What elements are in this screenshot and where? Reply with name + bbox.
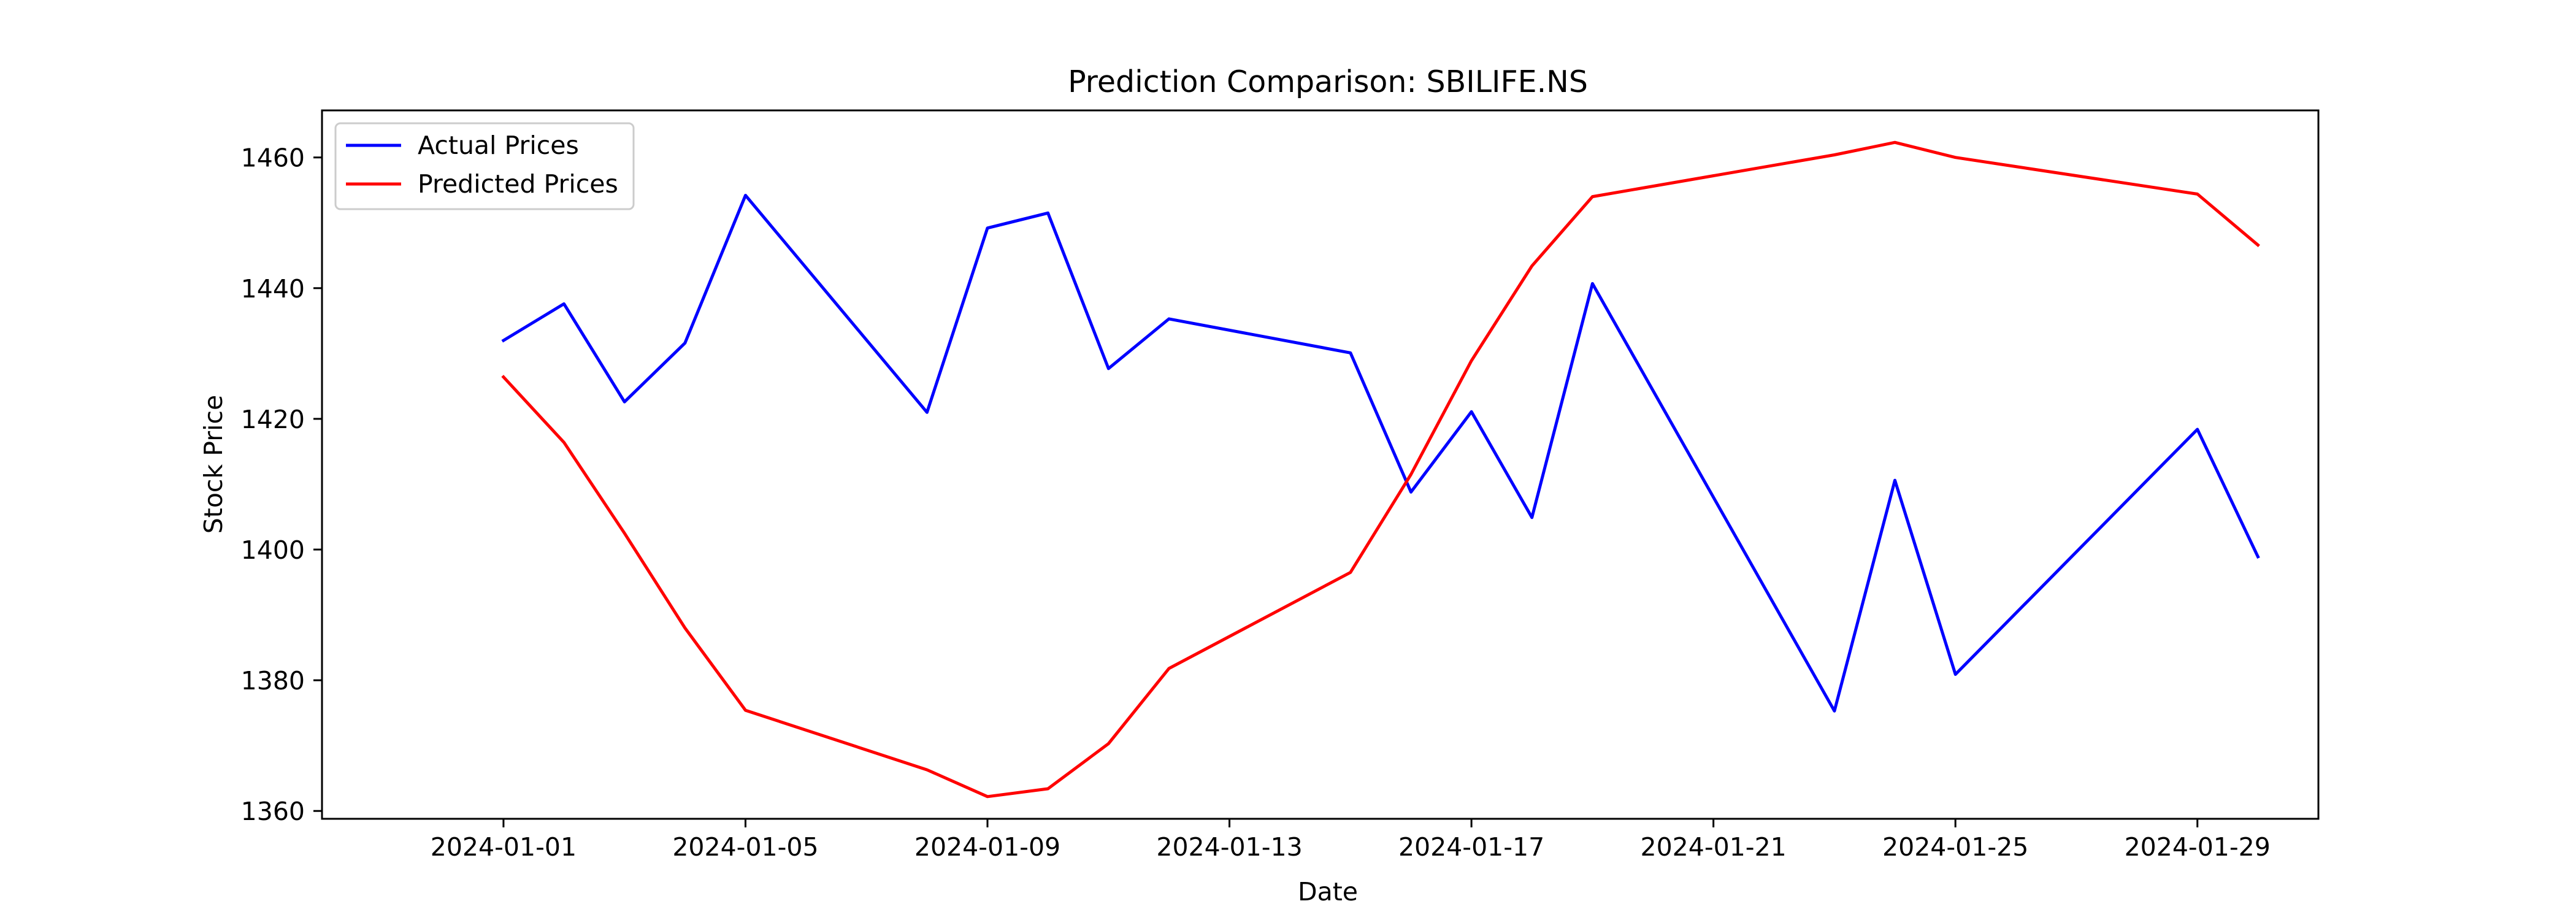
- x-tick-label: 2024-01-17: [1398, 832, 1544, 862]
- y-axis: 1360 1380 1400 1420 1440 1460: [241, 144, 322, 826]
- y-tick-label: 1360: [241, 797, 305, 826]
- x-tick-label: 2024-01-21: [1640, 832, 1786, 862]
- x-tick-label: 2024-01-13: [1156, 832, 1302, 862]
- x-axis-label: Date: [1298, 877, 1358, 907]
- chart-title: Prediction Comparison: SBILIFE.NS: [1068, 64, 1588, 99]
- x-tick-label: 2024-01-25: [1882, 832, 2028, 862]
- y-tick-label: 1380: [241, 666, 305, 696]
- x-tick-label: 2024-01-29: [2125, 832, 2271, 862]
- legend-box: [334, 122, 635, 210]
- legend-label-predicted-prices: Predicted Prices: [418, 169, 618, 199]
- x-tick-label: 2024-01-09: [914, 832, 1060, 862]
- y-tick-label: 1400: [241, 535, 305, 565]
- legend: Actual Prices Predicted Prices: [334, 122, 635, 210]
- plot-area: [321, 109, 2320, 820]
- series-line-actual-prices: [501, 194, 2260, 713]
- series-line-predicted-prices: [501, 140, 2260, 799]
- y-axis-label: Stock Price: [199, 395, 228, 534]
- y-tick-label: 1460: [241, 144, 305, 173]
- x-axis: 2024-01-01 2024-01-05 2024-01-09 2024-01-13…: [431, 819, 2271, 862]
- series-layer: [501, 140, 2260, 799]
- x-tick-label: 2024-01-01: [431, 832, 577, 862]
- y-tick-label: 1440: [241, 274, 305, 304]
- legend-label-actual-prices: Actual Prices: [418, 131, 579, 160]
- y-tick-label: 1420: [241, 405, 305, 434]
- x-tick-label: 2024-01-05: [672, 832, 818, 862]
